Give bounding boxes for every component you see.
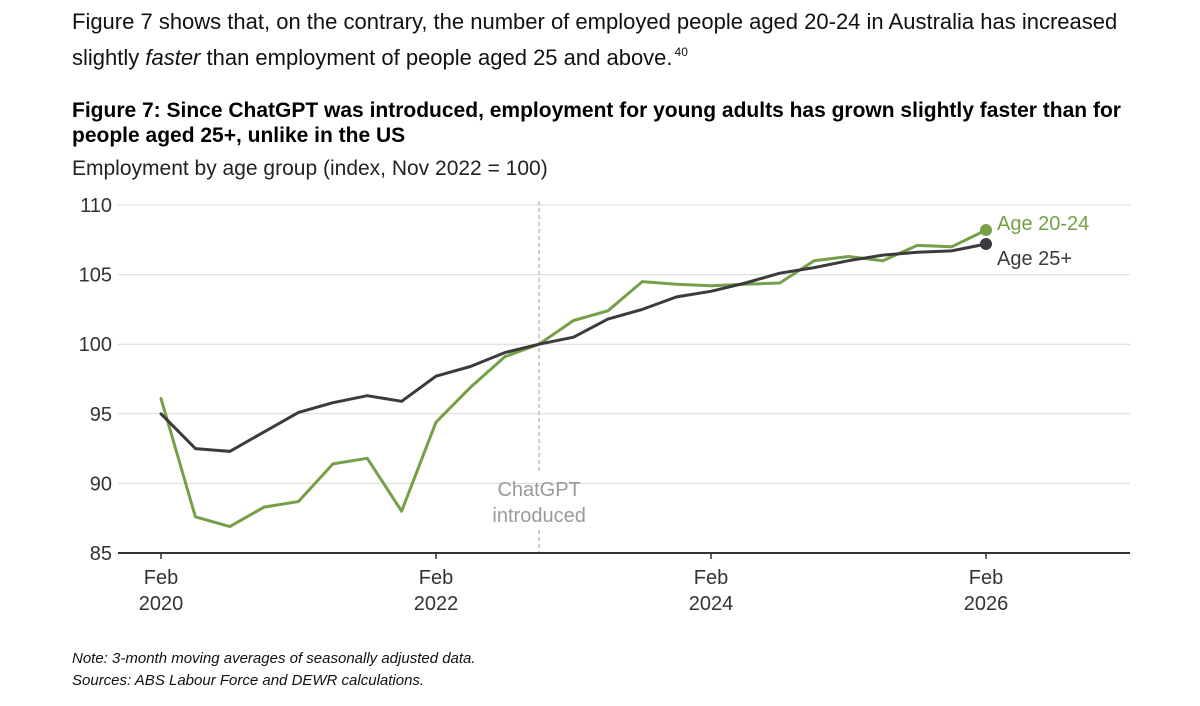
series-line-1 bbox=[159, 242, 988, 453]
x-tick-month: Feb bbox=[144, 567, 178, 589]
y-tick-label: 110 bbox=[80, 195, 112, 217]
note-text: Note: 3-month moving averages of seasona… bbox=[72, 650, 476, 667]
y-tick-label: 90 bbox=[90, 473, 112, 495]
y-tick-label: 95 bbox=[90, 404, 112, 426]
intro-paragraph: Figure 7 shows that, on the contrary, th… bbox=[72, 6, 1162, 73]
footnote-ref[interactable]: 40 bbox=[674, 45, 688, 59]
x-tick-month: Feb bbox=[694, 567, 728, 589]
chatgpt-annotation: ChatGPT introduced bbox=[492, 201, 586, 553]
figure-notes: Note: 3-month moving averages of seasona… bbox=[72, 648, 476, 692]
series-label-1: Age 25+ bbox=[997, 248, 1072, 270]
x-tick-year: 2026 bbox=[964, 593, 1009, 615]
series-end-marker-1 bbox=[980, 237, 992, 250]
annotation-label: introduced bbox=[492, 505, 585, 527]
intro-text: Figure 7 shows that, on the contrary, th… bbox=[72, 9, 1118, 70]
y-tick-label: 105 bbox=[79, 265, 112, 287]
series-labels: Age 20-24 Age 25+ bbox=[997, 213, 1089, 270]
figure-subtitle: Employment by age group (index, Nov 2022… bbox=[72, 157, 548, 180]
intro-emphasis: faster bbox=[145, 45, 201, 70]
x-tick-month: Feb bbox=[969, 567, 1003, 589]
x-tick-month: Feb bbox=[419, 567, 453, 589]
sources-text: Sources: ABS Labour Force and DEWR calcu… bbox=[72, 672, 425, 689]
series-label-0: Age 20-24 bbox=[997, 213, 1089, 235]
annotation-label: ChatGPT bbox=[497, 479, 580, 501]
x-tick-year: 2024 bbox=[689, 593, 734, 615]
intro-text-end: than employment of people aged 25 and ab… bbox=[200, 45, 673, 70]
series-line-0 bbox=[159, 228, 988, 529]
series-end-marker-0 bbox=[980, 224, 992, 237]
grid-lines bbox=[118, 204, 1130, 484]
y-tick-label: 100 bbox=[79, 334, 112, 356]
axes: 85 90 95 100 105 110 Feb 2020 Feb 2022 Feb 2024 Feb 2… bbox=[79, 195, 1130, 615]
series-lines bbox=[159, 224, 992, 529]
figure-title: Figure 7: Since ChatGPT was introduced, … bbox=[72, 99, 1121, 147]
x-tick-year: 2020 bbox=[139, 593, 184, 615]
x-tick-year: 2022 bbox=[414, 593, 459, 615]
y-tick-label: 85 bbox=[90, 543, 112, 565]
